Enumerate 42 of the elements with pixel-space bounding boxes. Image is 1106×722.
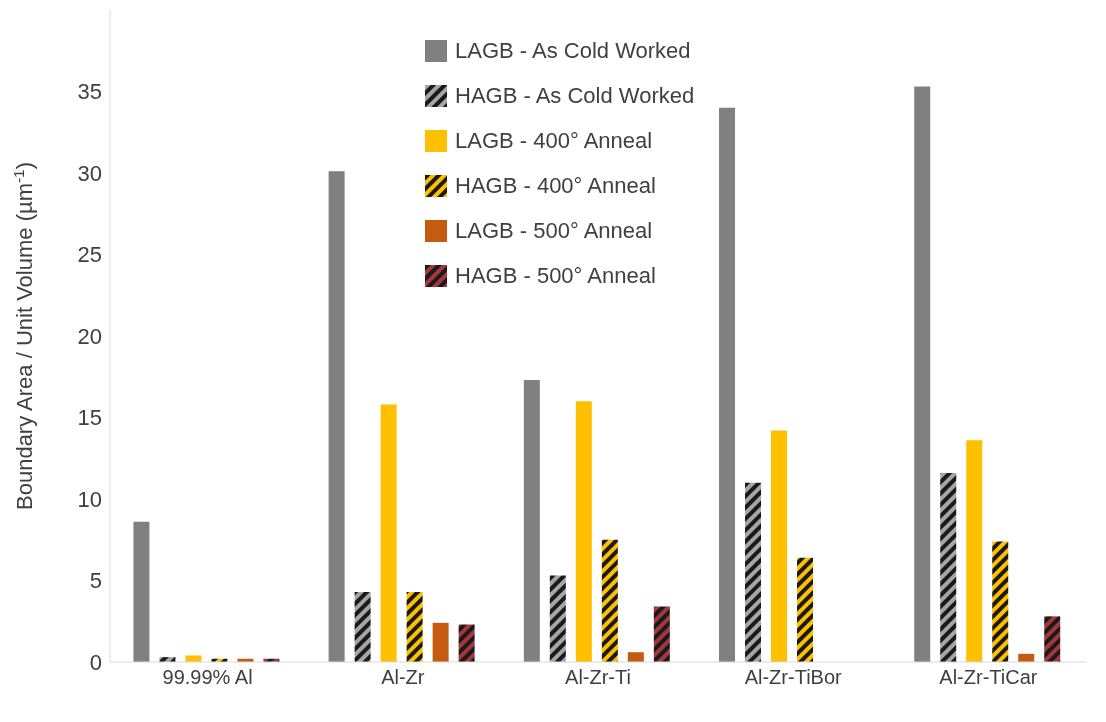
x-tick-label: Al-Zr [381,666,425,689]
y-tick-label: 30 [77,160,102,186]
y-tick-label: 35 [77,79,102,105]
y-tick-label: 20 [77,323,102,349]
bar [627,652,644,662]
bar [797,557,814,662]
bar [940,472,957,662]
bar [133,521,150,662]
bar [1044,616,1061,662]
bar [653,606,670,662]
legend-label: HAGB - 400° Anneal [455,172,656,200]
bar [523,380,540,662]
x-tick-label: Al-Zr-TiCar [939,666,1038,689]
legend-label: LAGB - 400° Anneal [455,127,653,155]
y-tick-label: 0 [89,649,102,675]
bar [458,624,475,662]
bar [719,107,736,662]
bar [185,655,202,662]
bar [771,430,788,662]
bar [406,591,423,662]
x-tick-label: 99.99% Al [162,666,253,689]
y-tick-label: 25 [77,242,102,268]
y-tick-label: 10 [77,486,102,512]
bar [966,440,983,662]
bar [354,591,371,662]
bar [575,401,592,662]
bar [992,541,1009,662]
bar [914,86,931,662]
legend-label: HAGB - 500° Anneal [455,262,656,290]
bar [328,171,345,662]
bar [380,404,397,662]
bar [601,539,618,662]
legend-label: LAGB - 500° Anneal [455,217,653,245]
bar [432,622,449,662]
y-tick-label: 15 [77,405,102,431]
legend-label: HAGB - As Cold Worked [455,82,695,110]
y-tick-label: 5 [89,568,102,594]
x-tick-label: Al-Zr-TiBor [744,666,843,689]
bar [745,482,762,662]
x-tick-label: Al-Zr-Ti [565,666,631,689]
bar [549,575,566,662]
legend-label: LAGB - As Cold Worked [455,37,691,65]
